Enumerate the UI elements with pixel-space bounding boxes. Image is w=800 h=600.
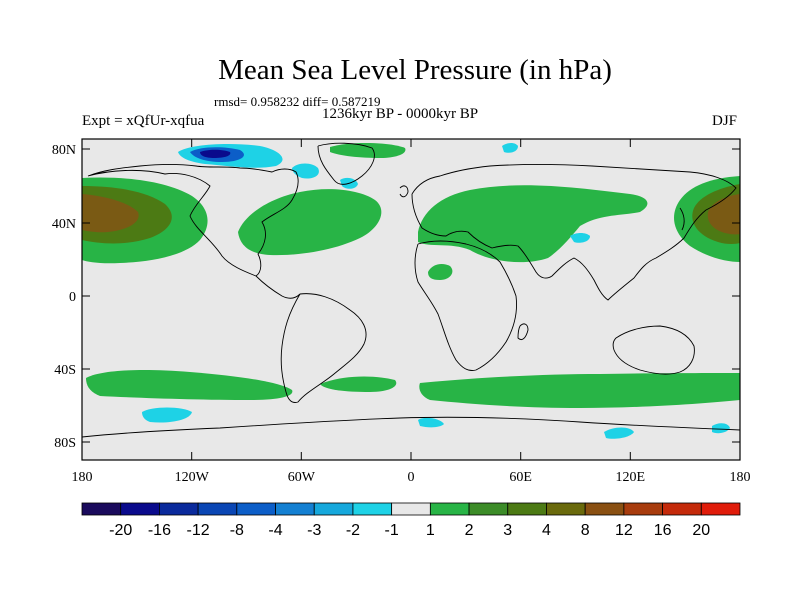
lat-label: 80S (54, 436, 76, 451)
colorbar-label: -3 (307, 522, 321, 539)
colorbar-label: -20 (109, 522, 132, 539)
colorbar-label: 4 (542, 522, 551, 539)
lat-label: 0 (69, 290, 76, 305)
coast-japan (679, 207, 685, 231)
experiment-label: Expt = xQfUr-xqfua (82, 113, 205, 129)
coastlines (82, 142, 740, 438)
colorbar-swatch (391, 502, 431, 516)
colorbar-label: -8 (230, 522, 244, 539)
colorbar-swatch (236, 502, 276, 516)
colorbar-label: 1 (426, 522, 435, 539)
colorbar-swatch (120, 502, 160, 516)
colorbar-label: -1 (385, 522, 399, 539)
colorbar-label: 16 (654, 522, 672, 539)
colorbar-swatch (352, 502, 393, 516)
coast-europe-asia (411, 164, 737, 301)
coast-south-america (280, 293, 367, 403)
season-label: DJF (712, 113, 738, 129)
coast-antarctica (82, 416, 740, 438)
colorbar-swatch (197, 502, 238, 516)
anomaly-southern-ocean (419, 373, 740, 408)
colorbar-swatch (546, 502, 586, 516)
colorbar-label: 12 (615, 522, 633, 539)
colorbar-swatch (700, 502, 741, 516)
stats-line: rmsd= 0.958232 diff= 0.587219 (214, 94, 381, 109)
longitude-axis: 180 120W 60W 0 60E 120E 180 (72, 139, 751, 485)
coast-north-america (87, 164, 299, 277)
anomaly-antarctic-cyan-1 (142, 407, 192, 423)
colorbar-swatch (623, 502, 663, 516)
anomaly-arctic-cyan-2 (292, 163, 319, 179)
anomaly-north-atlantic (238, 189, 382, 256)
colorbar-label: -2 (346, 522, 360, 539)
anomaly-south-indian (320, 376, 397, 392)
lat-label: 40N (52, 217, 76, 232)
anomaly-arctic-rim (330, 142, 406, 158)
anomaly-north-pacific-west-peak (82, 194, 139, 233)
anomaly-siberia-cyan (502, 143, 518, 153)
anomaly-sahara (428, 264, 453, 280)
coast-madagascar (517, 323, 529, 341)
colorbar-swatch (159, 502, 199, 516)
lat-label: 80N (52, 143, 76, 158)
lat-label: 40S (54, 363, 76, 378)
colorbar-label: 8 (581, 522, 590, 539)
anomaly-eurasia (418, 185, 648, 263)
anomaly-south-atlantic (86, 370, 293, 400)
coast-uk (399, 185, 409, 198)
coast-africa (414, 240, 517, 371)
colorbar-label: -12 (187, 522, 210, 539)
lon-label: 0 (408, 470, 415, 485)
lon-label: 60E (509, 470, 532, 485)
colorbar-swatch (81, 502, 122, 516)
coast-greenland (317, 142, 375, 185)
latitude-axis: 80N 40N 0 40S 80S (52, 143, 740, 451)
colorbar-swatch (507, 502, 547, 516)
colorbar-label: -16 (148, 522, 171, 539)
colorbar-swatch (662, 502, 702, 516)
colorbar-label: 2 (465, 522, 474, 539)
colorbar-swatch (429, 502, 470, 516)
colorbar-swatch (468, 502, 509, 516)
anomaly-field (82, 142, 740, 439)
anomaly-antarctic-cyan-3 (712, 423, 730, 434)
colorbar-swatch (313, 502, 354, 516)
coast-australia (612, 325, 695, 375)
colorbar-label: 3 (503, 522, 512, 539)
period-label: 1236kyr BP - 0000kyr BP (322, 106, 479, 122)
colorbar-label: -4 (268, 522, 282, 539)
anomaly-south-africa-cyan (418, 417, 444, 428)
page-title: Mean Sea Level Pressure (in hPa) (218, 54, 612, 86)
colorbar-swatch (584, 502, 625, 516)
colorbar-swatch (275, 502, 315, 516)
colorbar-label: 20 (692, 522, 710, 539)
coast-central-america (255, 275, 301, 299)
anomaly-tibet-cyan (570, 233, 590, 243)
lon-label: 180 (730, 470, 751, 485)
anomaly-antarctic-cyan-2 (604, 427, 634, 439)
lon-label: 60W (288, 470, 316, 485)
anomaly-north-pacific-east-peak (707, 194, 740, 235)
lon-label: 120W (175, 470, 210, 485)
lon-label: 120E (616, 470, 646, 485)
lon-label: 180 (72, 470, 93, 485)
colorbar: -20 -16 -12 -8 -4 -3 -2 -1 1 2 3 4 8 12 16 20 (81, 502, 741, 539)
anomaly-arctic-navy (200, 149, 231, 158)
